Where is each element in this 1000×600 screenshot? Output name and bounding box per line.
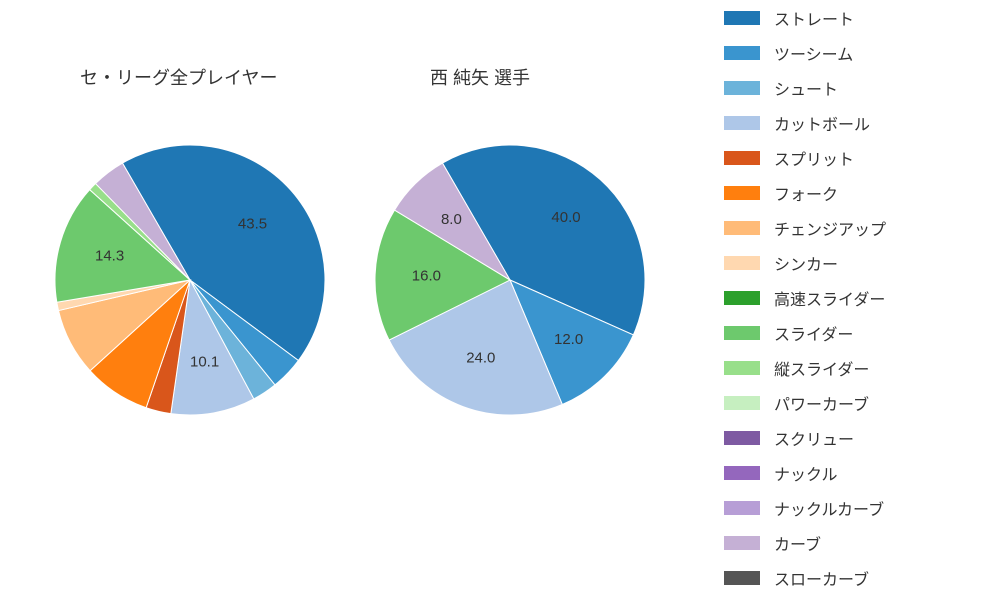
pie-left-label-slider: 14.3 <box>95 248 124 265</box>
legend-swatch-slider <box>724 326 760 340</box>
legend-item-kslider: 高速スライダー <box>724 280 984 315</box>
legend-swatch-screw <box>724 431 760 445</box>
legend-item-knuckle: ナックル <box>724 455 984 490</box>
pie-left-label-straight: 43.5 <box>238 215 267 232</box>
legend-swatch-cutball <box>724 116 760 130</box>
legend-label-vslider: 縦スライダー <box>774 356 869 380</box>
legend-label-sinker: シンカー <box>774 251 838 275</box>
legend-swatch-split <box>724 151 760 165</box>
pie-left-svg: 43.5 10.1 14.3 <box>55 145 325 415</box>
legend-swatch-straight <box>724 11 760 25</box>
legend-label-kncurve: ナックルカーブ <box>774 496 884 520</box>
legend-swatch-knuckle <box>724 466 760 480</box>
pie-right-label-slider: 16.0 <box>412 267 441 284</box>
legend-item-split: スプリット <box>724 140 984 175</box>
legend-swatch-pcurve <box>724 396 760 410</box>
pie-left-label-cutball: 10.1 <box>190 353 219 370</box>
legend-item-slider: スライダー <box>724 315 984 350</box>
legend-item-slowc: スローカーブ <box>724 560 984 595</box>
legend-swatch-curve <box>724 536 760 550</box>
legend-item-fork: フォーク <box>724 175 984 210</box>
legend-item-curve: カーブ <box>724 525 984 560</box>
legend-swatch-twoseam <box>724 46 760 60</box>
legend-swatch-kncurve <box>724 501 760 515</box>
legend-label-screw: スクリュー <box>774 426 854 450</box>
legend-swatch-change <box>724 221 760 235</box>
pie-right-svg: 40.0 12.0 24.0 16.0 8.0 <box>375 145 645 415</box>
legend-item-shoot: シュート <box>724 70 984 105</box>
legend: ストレートツーシームシュートカットボールスプリットフォークチェンジアップシンカー… <box>724 0 984 595</box>
legend-label-change: チェンジアップ <box>774 216 886 240</box>
pie-right: 40.0 12.0 24.0 16.0 8.0 <box>375 145 645 415</box>
legend-item-twoseam: ツーシーム <box>724 35 984 70</box>
legend-swatch-slowc <box>724 571 760 585</box>
legend-label-straight: ストレート <box>774 6 854 30</box>
pie-right-label-curve: 8.0 <box>441 211 462 228</box>
legend-item-pcurve: パワーカーブ <box>724 385 984 420</box>
legend-label-pcurve: パワーカーブ <box>774 391 869 415</box>
legend-item-kncurve: ナックルカーブ <box>724 490 984 525</box>
pie-left-title: セ・リーグ全プレイヤー <box>80 64 277 90</box>
chart-container: セ・リーグ全プレイヤー 西 純矢 選手 43.5 10.1 14.3 40.0 12.… <box>0 0 1000 600</box>
legend-label-kslider: 高速スライダー <box>774 286 885 310</box>
legend-label-slider: スライダー <box>774 321 853 345</box>
legend-item-cutball: カットボール <box>724 105 984 140</box>
pie-left: 43.5 10.1 14.3 <box>55 145 325 415</box>
legend-item-straight: ストレート <box>724 0 984 35</box>
legend-label-curve: カーブ <box>774 531 821 555</box>
legend-item-change: チェンジアップ <box>724 210 984 245</box>
legend-label-fork: フォーク <box>774 181 838 205</box>
pie-right-label-twoseam: 12.0 <box>554 331 583 348</box>
legend-label-slowc: スローカーブ <box>774 566 869 590</box>
pie-right-title: 西 純矢 選手 <box>430 64 530 90</box>
legend-label-shoot: シュート <box>774 76 838 100</box>
legend-swatch-vslider <box>724 361 760 375</box>
legend-item-vslider: 縦スライダー <box>724 350 984 385</box>
legend-label-split: スプリット <box>774 146 854 170</box>
legend-swatch-fork <box>724 186 760 200</box>
pie-right-label-cutball: 24.0 <box>466 349 495 366</box>
legend-label-twoseam: ツーシーム <box>774 41 853 65</box>
legend-item-sinker: シンカー <box>724 245 984 280</box>
legend-label-knuckle: ナックル <box>774 461 838 485</box>
legend-swatch-shoot <box>724 81 760 95</box>
legend-swatch-sinker <box>724 256 760 270</box>
legend-swatch-kslider <box>724 291 760 305</box>
pie-right-label-straight: 40.0 <box>551 209 580 226</box>
legend-item-screw: スクリュー <box>724 420 984 455</box>
legend-label-cutball: カットボール <box>774 111 870 135</box>
